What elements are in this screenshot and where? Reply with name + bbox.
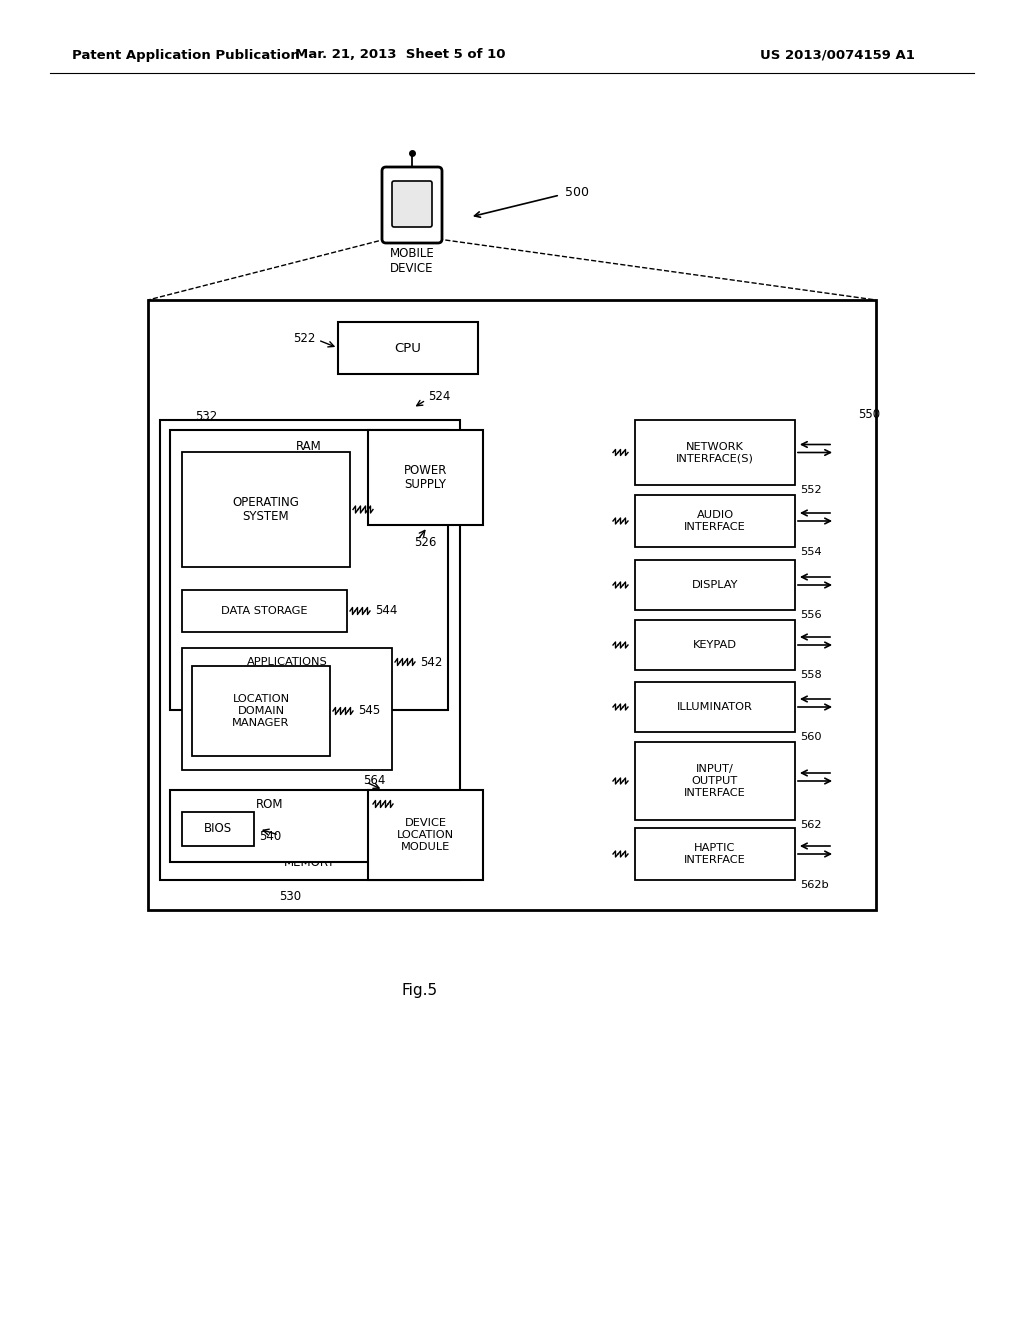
Bar	[182, 590, 347, 632]
Text: 526: 526	[415, 536, 436, 549]
Text: 522: 522	[294, 331, 316, 345]
Text: RAM: RAM	[296, 440, 322, 453]
Text: INPUT/
OUTPUT
INTERFACE: INPUT/ OUTPUT INTERFACE	[684, 764, 745, 797]
Text: DEVICE
LOCATION
MODULE: DEVICE LOCATION MODULE	[397, 818, 454, 851]
Text: APPLICATIONS: APPLICATIONS	[247, 657, 328, 667]
Bar	[635, 682, 795, 733]
Text: 500: 500	[565, 186, 589, 198]
Text: AUDIO
INTERFACE: AUDIO INTERFACE	[684, 511, 745, 532]
Text: 562b: 562b	[800, 880, 828, 890]
Bar	[193, 667, 330, 756]
Bar	[635, 420, 795, 484]
Text: 524: 524	[428, 389, 451, 403]
Text: 560: 560	[800, 733, 821, 742]
Bar	[338, 322, 478, 374]
Text: DISPLAY: DISPLAY	[692, 579, 738, 590]
Text: ROM: ROM	[256, 797, 284, 810]
Text: 541: 541	[378, 503, 400, 516]
Bar	[182, 812, 254, 846]
Text: 556: 556	[800, 610, 821, 620]
Text: POWER
SUPPLY: POWER SUPPLY	[403, 463, 447, 491]
Text: BIOS: BIOS	[204, 822, 232, 836]
Bar	[368, 430, 483, 525]
Bar	[182, 451, 350, 568]
Text: ILLUMINATOR: ILLUMINATOR	[677, 702, 753, 711]
Bar	[635, 495, 795, 546]
Text: 540: 540	[259, 830, 282, 843]
Text: 562: 562	[800, 820, 821, 830]
Text: MOBILE
DEVICE: MOBILE DEVICE	[389, 247, 434, 275]
Text: HAPTIC
INTERFACE: HAPTIC INTERFACE	[684, 843, 745, 865]
Bar	[635, 560, 795, 610]
Text: DATA STORAGE: DATA STORAGE	[221, 606, 308, 616]
Bar	[182, 648, 392, 770]
Text: MEMORY: MEMORY	[285, 855, 336, 869]
Text: 545: 545	[358, 705, 380, 718]
Text: OPERATING
SYSTEM: OPERATING SYSTEM	[232, 495, 299, 524]
Text: 554: 554	[800, 546, 821, 557]
Text: 558: 558	[800, 671, 821, 680]
Bar	[148, 300, 876, 909]
Bar	[635, 742, 795, 820]
Text: 542: 542	[420, 656, 442, 668]
Text: Patent Application Publication: Patent Application Publication	[72, 49, 300, 62]
Bar	[635, 828, 795, 880]
Text: KEYPAD: KEYPAD	[693, 640, 737, 649]
Text: US 2013/0074159 A1: US 2013/0074159 A1	[760, 49, 914, 62]
Text: 552: 552	[800, 484, 821, 495]
Text: Mar. 21, 2013  Sheet 5 of 10: Mar. 21, 2013 Sheet 5 of 10	[295, 49, 505, 62]
Text: CPU: CPU	[394, 342, 422, 355]
Text: 530: 530	[279, 890, 301, 903]
Text: 532: 532	[195, 409, 217, 422]
Text: 564: 564	[362, 774, 385, 787]
Bar	[368, 789, 483, 880]
Text: LOCATION
DOMAIN
MANAGER: LOCATION DOMAIN MANAGER	[232, 694, 290, 727]
Text: Fig.5: Fig.5	[402, 982, 438, 998]
Bar	[170, 789, 370, 862]
Text: 550: 550	[858, 408, 880, 421]
Bar	[170, 430, 449, 710]
Text: 534: 534	[398, 797, 420, 810]
Text: NETWORK
INTERFACE(S): NETWORK INTERFACE(S)	[676, 442, 754, 463]
FancyBboxPatch shape	[392, 181, 432, 227]
Text: 544: 544	[375, 605, 397, 618]
FancyBboxPatch shape	[382, 168, 442, 243]
Bar	[160, 420, 460, 880]
Bar	[635, 620, 795, 671]
